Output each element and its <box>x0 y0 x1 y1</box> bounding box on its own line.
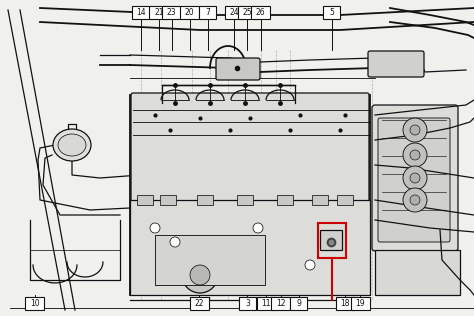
Bar <box>130 200 370 295</box>
Text: 12: 12 <box>276 300 285 308</box>
FancyBboxPatch shape <box>239 297 256 311</box>
FancyBboxPatch shape <box>132 5 151 19</box>
Text: 19: 19 <box>356 300 365 308</box>
Ellipse shape <box>53 129 91 161</box>
FancyBboxPatch shape <box>323 5 340 19</box>
Text: 7: 7 <box>205 8 210 16</box>
FancyBboxPatch shape <box>190 297 209 311</box>
Circle shape <box>403 118 427 142</box>
Bar <box>320 230 342 250</box>
FancyBboxPatch shape <box>257 297 276 311</box>
FancyBboxPatch shape <box>180 5 199 19</box>
FancyBboxPatch shape <box>336 297 355 311</box>
Bar <box>197 195 213 205</box>
Bar <box>237 195 253 205</box>
Bar <box>130 95 370 295</box>
Circle shape <box>190 265 210 285</box>
FancyBboxPatch shape <box>372 105 458 251</box>
Text: 23: 23 <box>167 8 176 16</box>
FancyBboxPatch shape <box>199 5 216 19</box>
FancyBboxPatch shape <box>131 93 369 202</box>
Text: 9: 9 <box>296 300 301 308</box>
FancyBboxPatch shape <box>290 297 307 311</box>
Circle shape <box>253 223 263 233</box>
Bar <box>312 195 328 205</box>
Circle shape <box>170 237 180 247</box>
Circle shape <box>403 143 427 167</box>
Text: 11: 11 <box>262 300 271 308</box>
Circle shape <box>182 257 218 293</box>
FancyBboxPatch shape <box>251 5 270 19</box>
FancyBboxPatch shape <box>25 297 44 311</box>
Text: 3: 3 <box>245 300 250 308</box>
Circle shape <box>410 125 420 135</box>
FancyBboxPatch shape <box>225 5 244 19</box>
FancyBboxPatch shape <box>271 297 290 311</box>
FancyBboxPatch shape <box>351 297 370 311</box>
Text: 24: 24 <box>229 8 239 16</box>
Text: 5: 5 <box>329 8 334 16</box>
Ellipse shape <box>58 134 86 156</box>
Text: 26: 26 <box>256 8 265 16</box>
Circle shape <box>403 166 427 190</box>
Text: 10: 10 <box>30 300 39 308</box>
Bar <box>337 195 353 205</box>
Bar <box>318 223 346 258</box>
Circle shape <box>403 188 427 212</box>
Circle shape <box>305 260 315 270</box>
Circle shape <box>410 150 420 160</box>
Bar <box>160 195 176 205</box>
Bar <box>137 195 153 205</box>
Circle shape <box>410 195 420 205</box>
Bar <box>375 250 460 295</box>
Text: 22: 22 <box>194 300 204 308</box>
FancyBboxPatch shape <box>216 58 260 80</box>
Bar <box>155 235 265 285</box>
Text: 14: 14 <box>137 8 146 16</box>
Bar <box>277 195 293 205</box>
Text: 25: 25 <box>243 8 252 16</box>
Circle shape <box>410 173 420 183</box>
FancyBboxPatch shape <box>238 5 257 19</box>
FancyBboxPatch shape <box>378 118 450 242</box>
FancyBboxPatch shape <box>162 5 181 19</box>
Text: 21: 21 <box>154 8 164 16</box>
FancyBboxPatch shape <box>368 51 424 77</box>
Text: 18: 18 <box>340 300 350 308</box>
Text: 20: 20 <box>185 8 194 16</box>
FancyBboxPatch shape <box>149 5 168 19</box>
Circle shape <box>150 223 160 233</box>
